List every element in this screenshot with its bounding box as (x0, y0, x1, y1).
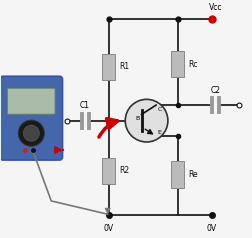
Text: Vcc: Vcc (208, 3, 222, 12)
Circle shape (18, 120, 44, 146)
Text: 0V: 0V (104, 224, 114, 233)
Bar (171, 51, 184, 77)
FancyBboxPatch shape (0, 76, 62, 160)
Text: B: B (134, 116, 139, 121)
FancyBboxPatch shape (8, 88, 55, 114)
Circle shape (125, 99, 167, 142)
Text: E: E (157, 130, 161, 135)
Text: R1: R1 (119, 62, 129, 71)
Bar (171, 161, 184, 188)
Text: Rc: Rc (188, 60, 197, 69)
Text: R2: R2 (119, 166, 129, 175)
Circle shape (23, 125, 39, 141)
Text: Re: Re (188, 170, 197, 179)
Text: 0V: 0V (206, 224, 216, 233)
Bar (102, 54, 115, 80)
Text: C: C (157, 107, 161, 112)
Text: C1: C1 (80, 101, 90, 110)
Bar (102, 158, 115, 184)
Text: C2: C2 (210, 86, 220, 94)
